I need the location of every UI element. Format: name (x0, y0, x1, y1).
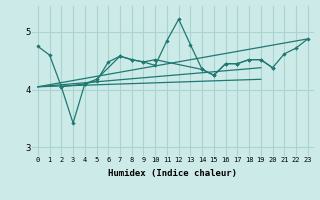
X-axis label: Humidex (Indice chaleur): Humidex (Indice chaleur) (108, 169, 237, 178)
